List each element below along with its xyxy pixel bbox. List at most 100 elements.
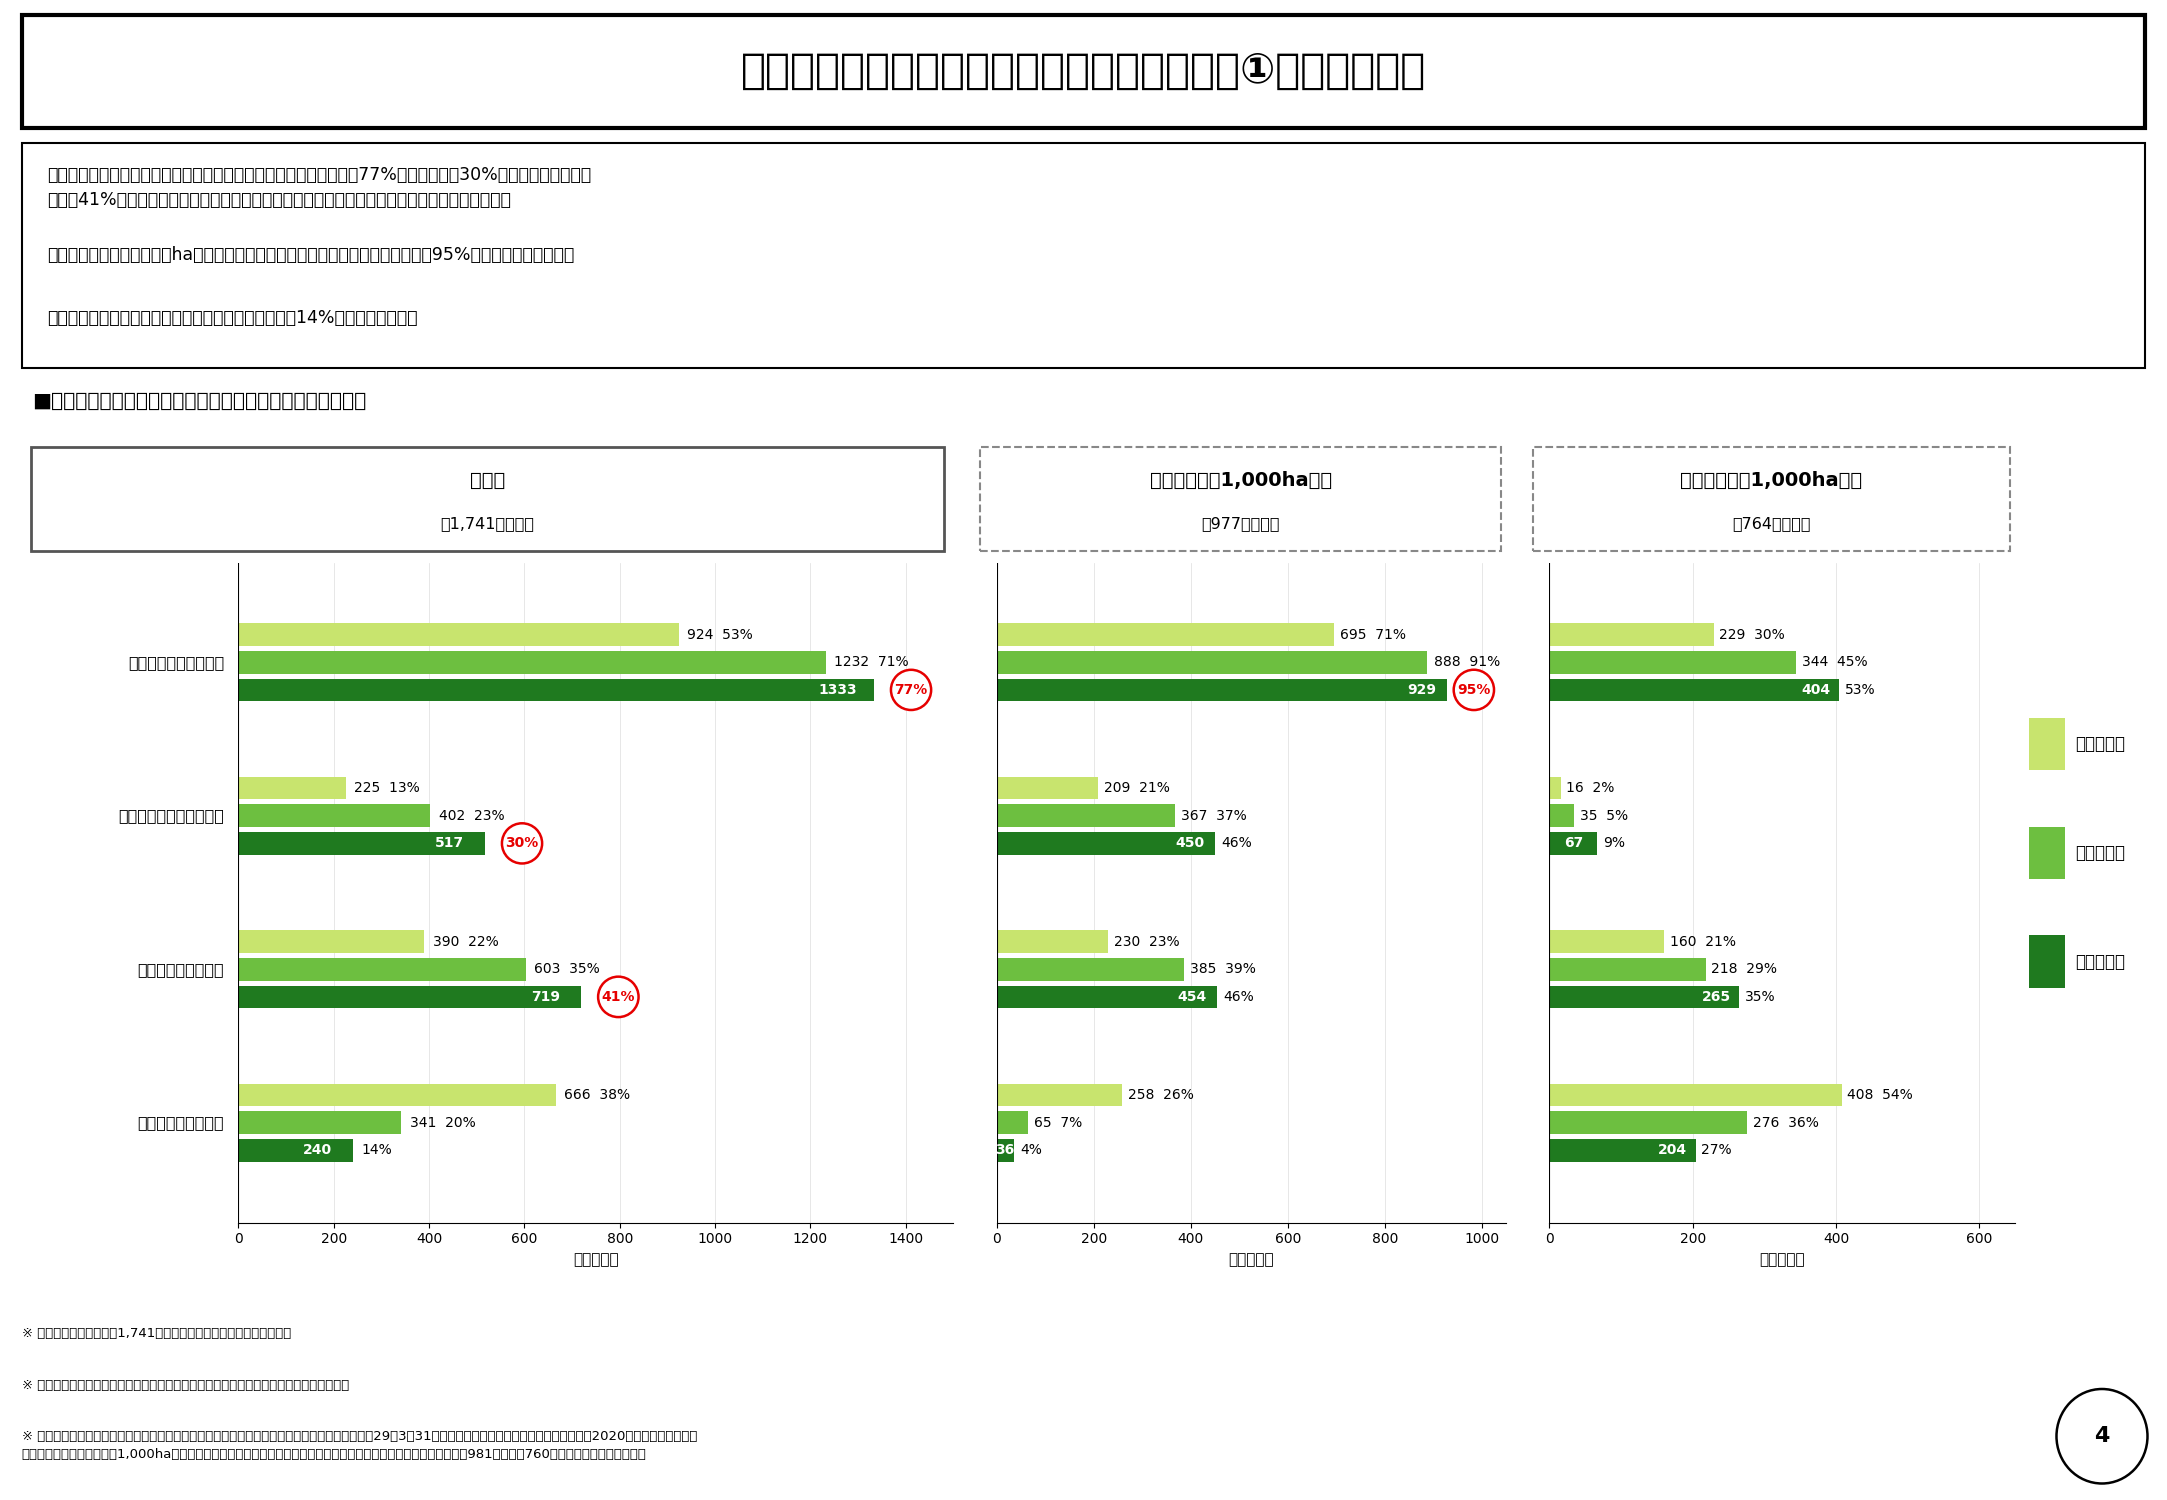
Text: 454: 454 [1177, 990, 1207, 1004]
Bar [238, 1112, 401, 1134]
Text: 666  38%: 666 38% [563, 1088, 631, 1102]
Text: 35%: 35% [1744, 990, 1775, 1004]
Bar [997, 1112, 1029, 1134]
Text: 408  54%: 408 54% [1848, 1088, 1913, 1102]
FancyBboxPatch shape [2030, 936, 2065, 988]
FancyBboxPatch shape [1532, 447, 2011, 550]
Text: 402  23%: 402 23% [438, 808, 505, 824]
Bar [997, 930, 1107, 952]
Bar [997, 1138, 1014, 1161]
Text: 1232  71%: 1232 71% [834, 656, 908, 669]
Text: 【764市町村】: 【764市町村】 [1731, 516, 1812, 531]
Text: 230  23%: 230 23% [1114, 934, 1181, 948]
Text: 令和２年度: 令和２年度 [2076, 844, 2126, 862]
Text: 私有林人工林1,000ha以上: 私有林人工林1,000ha以上 [1149, 471, 1333, 490]
Text: ・基金への全額積立の市町村は減少しており、全体で14%となっています。: ・基金への全額積立の市町村は減少しており、全体で14%となっています。 [48, 309, 418, 327]
Bar [997, 678, 1448, 700]
FancyBboxPatch shape [22, 15, 2145, 128]
Text: ■　森林環境譲与税の取組市町村数（令和元年度〜３年度）: ■ 森林環境譲与税の取組市町村数（令和元年度〜３年度） [33, 392, 366, 411]
FancyBboxPatch shape [2030, 827, 2065, 879]
Text: ※ グラフ内の実数は市町村数。割合は、上枠の【　】内の市町村数に対するものを表示。: ※ グラフ内の実数は市町村数。割合は、上枠の【 】内の市町村数に対するものを表示… [22, 1378, 349, 1392]
Text: 77%: 77% [895, 682, 927, 698]
Text: 【977市町村】: 【977市町村】 [1201, 516, 1281, 531]
Bar [1549, 804, 1575, 826]
Text: 27%: 27% [1701, 1143, 1731, 1158]
Bar [1549, 678, 1840, 700]
X-axis label: （市町村）: （市町村） [1229, 1252, 1274, 1268]
Text: 令和３年度: 令和３年度 [2076, 952, 2126, 970]
Text: 基金への全額積立等: 基金への全額積立等 [137, 1114, 223, 1130]
Bar [1549, 1112, 1747, 1134]
Text: 404: 404 [1801, 682, 1831, 698]
Text: 218  29%: 218 29% [1712, 962, 1777, 976]
Text: 888  91%: 888 91% [1435, 656, 1500, 669]
Text: 341  20%: 341 20% [410, 1116, 475, 1130]
Text: 1333: 1333 [819, 682, 858, 698]
Bar [1549, 651, 1796, 674]
Text: 160  21%: 160 21% [1671, 934, 1736, 948]
Bar [1549, 958, 1705, 981]
Text: 全　体: 全 体 [470, 471, 505, 490]
Text: 225  13%: 225 13% [353, 782, 420, 795]
Text: 46%: 46% [1222, 990, 1255, 1004]
Text: 240: 240 [303, 1143, 332, 1158]
X-axis label: （市町村）: （市町村） [572, 1252, 620, 1268]
Text: 【1,741市町村】: 【1,741市町村】 [440, 516, 535, 531]
Bar [997, 1084, 1123, 1107]
Text: 46%: 46% [1222, 837, 1253, 850]
Text: 間伐等の森林整備関係: 間伐等の森林整備関係 [128, 656, 223, 670]
Bar [997, 651, 1428, 674]
Bar [1549, 833, 1597, 855]
Text: 36: 36 [995, 1143, 1014, 1158]
Text: 265: 265 [1701, 990, 1731, 1004]
Bar [1549, 1138, 1695, 1161]
Text: 95%: 95% [1456, 682, 1491, 698]
Text: ・令和３年度に間伐等の森林整備関係に取り組んだ市町村の割合は77%、人材育成は30%、木材利用・普及啓
　発は41%となりました。森林整備関係の取組を中心として: ・令和３年度に間伐等の森林整備関係に取り組んだ市町村の割合は77%、人材育成は3… [48, 166, 592, 208]
Text: 4: 4 [2093, 1426, 2111, 1446]
Text: 344  45%: 344 45% [1801, 656, 1868, 669]
Text: 695  71%: 695 71% [1339, 627, 1406, 642]
Bar [238, 833, 485, 855]
Bar [238, 678, 873, 700]
Bar [238, 958, 527, 981]
Text: 67: 67 [1565, 837, 1584, 850]
X-axis label: （市町村）: （市町村） [1760, 1252, 1805, 1268]
Text: 924  53%: 924 53% [687, 627, 754, 642]
Bar [997, 804, 1175, 826]
Text: 4%: 4% [1021, 1143, 1042, 1158]
Bar [238, 804, 429, 826]
Text: 258  26%: 258 26% [1129, 1088, 1194, 1102]
Bar [1549, 986, 1740, 1008]
Bar [997, 986, 1218, 1008]
Text: 450: 450 [1175, 837, 1205, 850]
Text: 30%: 30% [505, 837, 540, 850]
Text: 229  30%: 229 30% [1718, 627, 1786, 642]
Text: 204: 204 [1658, 1143, 1686, 1158]
Text: 人材育成・担い手の確保: 人材育成・担い手の確保 [119, 808, 223, 824]
FancyBboxPatch shape [30, 447, 945, 550]
Bar [238, 651, 826, 674]
FancyBboxPatch shape [979, 447, 1502, 550]
Bar [997, 777, 1099, 800]
Text: 390  22%: 390 22% [433, 934, 498, 948]
Bar [238, 624, 678, 646]
Text: 276  36%: 276 36% [1753, 1116, 1818, 1130]
Circle shape [2056, 1389, 2147, 1484]
Bar [997, 624, 1335, 646]
Bar [1549, 930, 1664, 952]
Text: ※ 私有林人工林面積による市町村の区分は、令和元年度及び２年度は「森林資源現況調査（平成29年3月31日現在）」、令和３年度は「農林業センサス2020」の数値に: ※ 私有林人工林面積による市町村の区分は、令和元年度及び２年度は「森林資源現況調… [22, 1431, 698, 1461]
Text: 私有林人工林1,000ha未満: 私有林人工林1,000ha未満 [1679, 471, 1864, 490]
Text: 719: 719 [531, 990, 559, 1004]
FancyBboxPatch shape [2030, 717, 2065, 771]
Bar [997, 833, 1216, 855]
Bar [1549, 1084, 1842, 1107]
Text: 929: 929 [1406, 682, 1437, 698]
Text: 65  7%: 65 7% [1034, 1116, 1084, 1130]
Bar [238, 777, 347, 800]
Text: 517: 517 [436, 837, 464, 850]
Text: 41%: 41% [602, 990, 635, 1004]
Bar [238, 986, 581, 1008]
Text: 367  37%: 367 37% [1181, 808, 1246, 824]
Text: 385  39%: 385 39% [1190, 962, 1255, 976]
Bar [238, 1084, 557, 1107]
